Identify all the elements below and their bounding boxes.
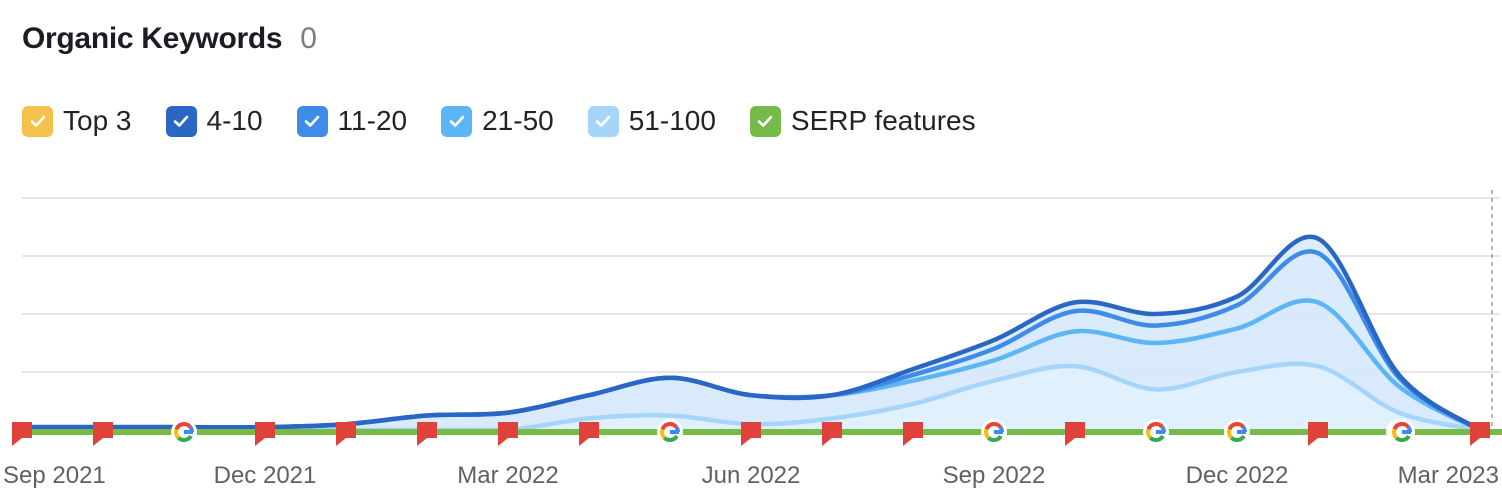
- google-arc-green: [986, 434, 1003, 442]
- google-arc-yellow: [174, 428, 180, 440]
- flag-shape: [903, 422, 923, 446]
- flag-icon: [255, 422, 275, 446]
- flag-shape: [336, 422, 356, 446]
- google-bar: [1156, 430, 1165, 434]
- flag-shape: [741, 422, 761, 446]
- flag-icon: [579, 422, 599, 446]
- google-bar: [1237, 430, 1246, 434]
- google-arc-green: [176, 434, 193, 442]
- legend-label: 21-50: [482, 105, 554, 136]
- legend-label: SERP features: [790, 105, 976, 136]
- google-icon: [1143, 419, 1169, 445]
- google-bar: [1402, 430, 1411, 434]
- flag-shape: [498, 422, 518, 446]
- legend-label: 11-20: [337, 105, 408, 136]
- flag-icon: [498, 422, 518, 446]
- flag-shape: [93, 422, 113, 446]
- flag-icon: [903, 422, 923, 446]
- series-line-4-10: [19, 234, 1483, 433]
- x-tick-label: Dec 2021: [214, 462, 317, 489]
- checkbox-icon[interactable]: [296, 105, 328, 137]
- google-arc-red: [984, 422, 1002, 431]
- x-tick-label: Jun 2022: [702, 462, 801, 489]
- checkbox-icon[interactable]: [587, 105, 619, 137]
- flag-icon: [93, 422, 113, 446]
- flag-icon: [1308, 422, 1328, 446]
- legend-item-4-10[interactable]: 4-10: [165, 105, 263, 137]
- serp-track: [12, 419, 1502, 446]
- flag-icon: [822, 422, 842, 446]
- flag-shape: [822, 422, 842, 446]
- checkbox-icon[interactable]: [22, 105, 53, 137]
- google-arc-green: [1148, 434, 1165, 442]
- x-tick-label: Mar 2023: [1398, 462, 1499, 489]
- x-tick-label: Dec 2022: [1186, 462, 1289, 489]
- flag-icon: [417, 422, 437, 446]
- google-arc-green: [1229, 434, 1246, 442]
- google-icon: [1389, 419, 1415, 445]
- google-bar: [184, 430, 193, 434]
- flag-shape: [417, 422, 437, 446]
- keyword-count: 0: [300, 22, 317, 55]
- flag-shape: [12, 422, 32, 446]
- google-bar: [670, 430, 679, 434]
- google-arc-green: [662, 434, 679, 442]
- checkbox-icon[interactable]: [165, 105, 197, 137]
- google-arc-green: [1394, 434, 1411, 442]
- legend-item-serp-features[interactable]: SERP features: [749, 105, 976, 137]
- x-axis: Sep 2021 Dec 2021 Mar 2022 Jun 2022 Sep 2022…: [3, 462, 1499, 489]
- google-arc-red: [1227, 422, 1245, 431]
- flag-icon: [1470, 422, 1490, 446]
- legend: Top 3 4-10 11-20 21-50 51-100 SERP featu…: [22, 105, 1010, 137]
- google-arc-yellow: [1392, 428, 1398, 440]
- chart-header: Organic Keywords 0: [22, 22, 317, 56]
- google-icon: [171, 419, 197, 445]
- flag-shape: [1065, 422, 1085, 446]
- flag-shape: [1308, 422, 1328, 446]
- flag-shape: [1470, 422, 1490, 446]
- chart-title: Organic Keywords: [22, 22, 283, 55]
- google-icon: [1224, 419, 1250, 445]
- flag-icon: [741, 422, 761, 446]
- google-bar: [994, 430, 1003, 434]
- legend-label: 4-10: [206, 105, 263, 136]
- x-tick-label: Sep 2021: [3, 462, 106, 489]
- x-tick-label: Sep 2022: [943, 462, 1046, 489]
- google-icon: [981, 419, 1007, 445]
- flag-shape: [579, 422, 599, 446]
- x-tick-label: Mar 2022: [457, 462, 558, 489]
- legend-label: Top 3: [63, 105, 132, 136]
- checkbox-icon[interactable]: [441, 105, 473, 137]
- google-arc-red: [1392, 422, 1410, 431]
- google-arc-red: [174, 422, 192, 431]
- legend-item-51-100[interactable]: 51-100: [587, 105, 716, 137]
- google-icon: [657, 419, 683, 445]
- google-arc-yellow: [1146, 428, 1152, 440]
- legend-label: 51-100: [628, 105, 716, 136]
- google-arc-red: [660, 422, 678, 431]
- google-arc-yellow: [660, 428, 666, 440]
- flag-icon: [336, 422, 356, 446]
- google-arc-yellow: [984, 428, 990, 440]
- legend-item-top3[interactable]: Top 3: [22, 105, 132, 137]
- areas: [22, 236, 1480, 430]
- legend-item-21-50[interactable]: 21-50: [441, 105, 554, 137]
- flag-icon: [1065, 422, 1085, 446]
- google-arc-red: [1146, 422, 1164, 431]
- flag-icon: [12, 422, 32, 446]
- google-arc-yellow: [1227, 428, 1233, 440]
- flag-shape: [255, 422, 275, 446]
- checkbox-icon[interactable]: [749, 105, 781, 137]
- legend-item-11-20[interactable]: 11-20: [296, 105, 408, 137]
